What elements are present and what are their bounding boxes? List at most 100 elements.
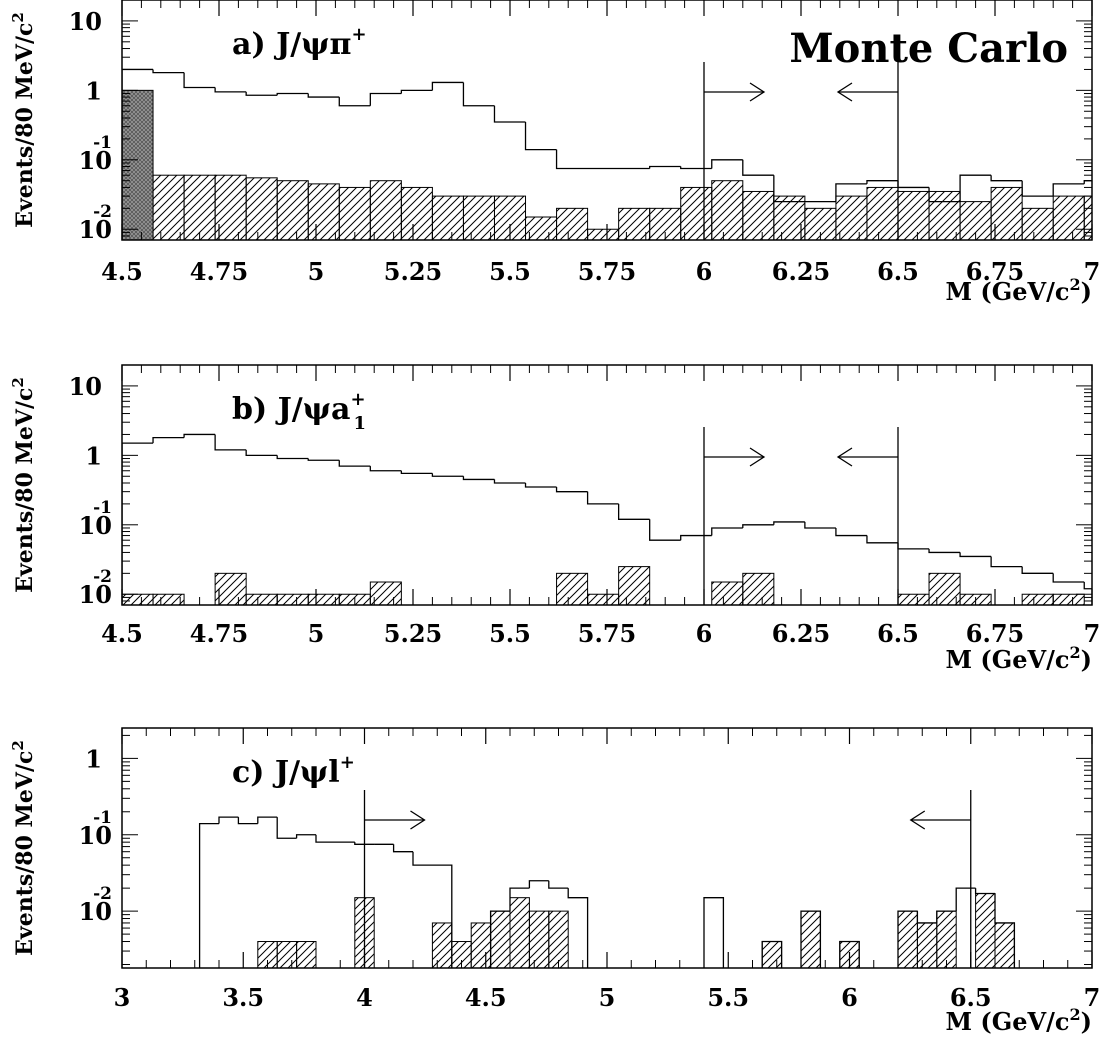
hatched-bin xyxy=(431,195,464,240)
hatched-bin xyxy=(994,922,1015,968)
shaded-bin xyxy=(122,89,154,240)
hatched-bin xyxy=(1021,207,1054,240)
y-tick-label: 10 xyxy=(79,215,112,244)
x-tick-label: 6 xyxy=(696,619,713,648)
y-tick-label: 10 xyxy=(69,372,102,401)
hatched-bin xyxy=(400,186,433,240)
hatched-bin xyxy=(528,910,550,968)
y-axis-label: Events/80 MeV/c2 xyxy=(9,377,38,593)
hatched-bin xyxy=(587,593,620,605)
x-tick-label: 4 xyxy=(356,983,373,1012)
hatched-bin xyxy=(928,190,961,240)
x-tick-label: 3 xyxy=(114,983,131,1012)
hatched-bin xyxy=(431,922,453,968)
x-tick-label: 6.5 xyxy=(950,983,992,1012)
hatched-bin xyxy=(556,207,589,240)
y-tick-label: 10 xyxy=(79,580,112,609)
hatched-bin xyxy=(618,566,651,605)
x-tick-label: 5.5 xyxy=(489,619,531,648)
hatched-bin xyxy=(1052,593,1085,605)
histogram-panel-2: 4.5 4.75 5 5.25 5.5 5.75 6 6.25 6.5 6.75 710110-11… xyxy=(9,364,1100,674)
hatched-bin xyxy=(369,180,402,240)
cut-arrowhead xyxy=(909,810,926,830)
hatched-bin xyxy=(680,186,713,240)
x-tick-label: 6.75 xyxy=(966,619,1024,648)
hatched-bin xyxy=(214,572,247,605)
y-tick-label: 10 xyxy=(79,897,112,926)
x-tick-label: 5 xyxy=(308,257,325,286)
hatched-bin xyxy=(214,174,247,240)
x-tick-label: 7 xyxy=(1084,257,1101,286)
cut-arrowhead xyxy=(410,810,426,830)
x-tick-label: 6.5 xyxy=(877,619,919,648)
outline-series xyxy=(198,816,1016,968)
hatched-bin xyxy=(897,910,918,968)
x-axis-label: M (GeV/c2) xyxy=(945,643,1092,674)
hatched-bin xyxy=(276,180,309,240)
cut-arrowhead xyxy=(836,447,853,467)
x-tick-label: 6.25 xyxy=(772,619,830,648)
cut-arrowhead xyxy=(836,82,853,102)
outline-series xyxy=(122,68,1092,240)
y-tick-exponent: -2 xyxy=(93,884,112,904)
hatched-bin xyxy=(152,593,185,605)
y-tick-exponent: -1 xyxy=(93,808,112,828)
y-tick-label: 10 xyxy=(79,146,112,175)
hatched-bin xyxy=(742,572,775,605)
panel-label: b) J/ψa+ 1 xyxy=(232,389,366,434)
hatched-bin xyxy=(1021,593,1054,605)
y-axis-label: Events/80 MeV/c2 xyxy=(9,740,38,956)
x-tick-label: 6 xyxy=(841,983,858,1012)
y-tick-label: 10 xyxy=(69,7,102,36)
x-tick-label: 4.5 xyxy=(465,983,507,1012)
x-tick-label: 5.25 xyxy=(384,257,442,286)
hatched-bin xyxy=(369,581,402,605)
x-tick-label: 5 xyxy=(599,983,616,1012)
hatched-bin xyxy=(307,593,340,605)
hatched-bin xyxy=(1052,195,1085,240)
x-tick-label: 4.5 xyxy=(101,619,143,648)
x-axis-label: M (GeV/c2) xyxy=(945,275,1092,306)
hatched-bin xyxy=(183,174,216,240)
hatched-bin xyxy=(742,190,775,240)
hatched-bin xyxy=(835,195,868,240)
hatched-bin xyxy=(800,910,821,968)
histogram-panel-1: 4.5 4.75 5 5.25 5.5 5.75 6 6.25 6.5 6.75 710110-11… xyxy=(9,0,1101,306)
hatched-bin xyxy=(936,910,957,968)
hatched-bin xyxy=(916,922,938,968)
x-tick-label: 6.5 xyxy=(877,257,919,286)
hatched-bin xyxy=(773,195,806,240)
x-tick-label: 5.5 xyxy=(489,257,531,286)
hatched-bin xyxy=(618,207,651,240)
hatched-bin xyxy=(1083,195,1092,240)
hatched-bin xyxy=(509,897,530,968)
hatched-bin xyxy=(245,593,278,605)
x-tick-label: 6 xyxy=(696,257,713,286)
x-tick-label: 4.5 xyxy=(101,257,143,286)
y-tick-label: 1 xyxy=(85,441,102,470)
panel-label: c) J/ψl+ xyxy=(232,752,355,790)
x-tick-label: 5.75 xyxy=(578,619,636,648)
hatched-bin xyxy=(711,581,744,605)
cut-arrowhead xyxy=(749,82,766,102)
x-tick-label: 4.75 xyxy=(190,257,248,286)
x-tick-label: 6.25 xyxy=(772,257,830,286)
hatched-bin xyxy=(490,910,511,968)
hatched-bin xyxy=(866,186,899,240)
hatched-bin xyxy=(245,177,278,240)
hatched-bin xyxy=(276,593,309,605)
hatched-bin xyxy=(556,572,589,605)
cut-arrowhead xyxy=(749,447,766,467)
x-tick-label: 7 xyxy=(1084,983,1101,1012)
x-tick-label: 6.75 xyxy=(966,257,1024,286)
hatched-bin xyxy=(761,941,783,968)
hatched-bin xyxy=(338,186,371,240)
x-tick-label: 3.5 xyxy=(222,983,264,1012)
y-tick-label: 10 xyxy=(79,511,112,540)
y-tick-label: 1 xyxy=(85,744,102,773)
y-tick-exponent: -1 xyxy=(93,133,112,153)
hatched-bin xyxy=(307,183,340,240)
x-tick-label: 5.5 xyxy=(707,983,749,1012)
